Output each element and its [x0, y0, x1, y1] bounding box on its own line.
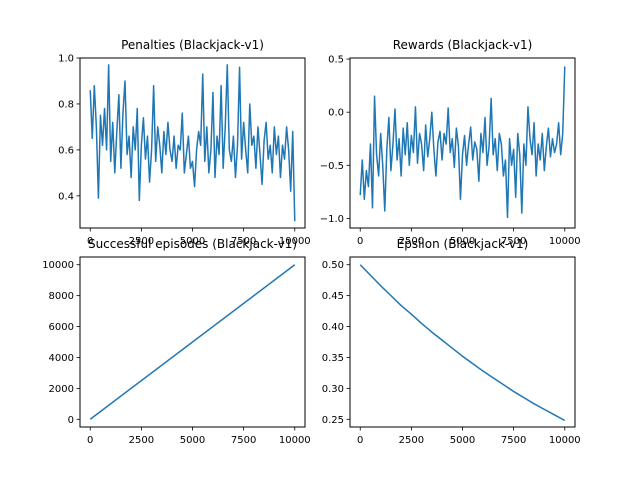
y-tick-label: 0.6 [58, 145, 74, 156]
y-tick-label: 0.0 [328, 108, 344, 119]
x-tick-label: 10000 [279, 236, 311, 247]
title-successful-episodes: Successful episodes (Blackjack-v1) [88, 237, 297, 251]
x-tick-label: 5000 [450, 435, 475, 446]
x-tick-label: 0 [87, 236, 93, 247]
y-tick-label: 4000 [49, 353, 74, 364]
x-tick-label: 2500 [129, 435, 154, 446]
ticks-penalties: 0 2500 5000 7500 10000 0.4 0.6 0.8 1.0 [58, 54, 311, 248]
x-tick-label: 7500 [501, 236, 526, 247]
series-epsilon [359, 264, 566, 422]
series-rewards [359, 66, 566, 219]
x-tick-label: 7500 [501, 435, 526, 446]
x-tick-label: 5000 [180, 435, 205, 446]
x-tick-label: 0 [357, 236, 363, 247]
title-penalties: Penalties (Blackjack-v1) [121, 38, 264, 52]
x-tick-label: 2500 [129, 236, 154, 247]
y-tick-label: 0.45 [322, 291, 344, 302]
title-rewards: Rewards (Blackjack-v1) [393, 38, 533, 52]
y-tick-label: −0.5 [320, 161, 344, 172]
x-tick-label: 10000 [279, 435, 311, 446]
y-tick-label: 0.4 [58, 191, 74, 202]
title-epsilon: Epsilon (Blackjack-v1) [397, 237, 529, 251]
x-tick-label: 2500 [399, 236, 424, 247]
x-tick-label: 10000 [549, 236, 581, 247]
y-tick-label: 0.50 [322, 260, 344, 271]
y-tick-label: 0.8 [58, 99, 74, 110]
y-tick-label: 0.40 [322, 322, 344, 333]
subplot-epsilon: Epsilon (Blackjack-v1) 0 2500 5000 7500 1000… [322, 237, 581, 446]
subplot-penalties: Penalties (Blackjack-v1) 0 2500 5000 7500 10… [58, 38, 311, 247]
y-tick-label: 8000 [49, 291, 74, 302]
x-tick-label: 7500 [231, 435, 256, 446]
y-tick-label: 0.35 [322, 353, 344, 364]
ticks-rewards: 0 2500 5000 7500 10000 −1.0 −0.5 0.0 0.5 [320, 55, 581, 247]
x-tick-label: 7500 [231, 236, 256, 247]
subplot-successful-episodes: Successful episodes (Blackjack-v1) 0 2500… [42, 237, 310, 446]
x-tick-label: 2500 [399, 435, 424, 446]
series-penalties [89, 64, 296, 222]
subplot-rewards: Rewards (Blackjack-v1) 0 2500 5000 7500 1000… [320, 38, 581, 247]
series-line [359, 66, 566, 219]
series-line [89, 264, 296, 420]
x-tick-label: 0 [87, 435, 93, 446]
y-tick-label: 2000 [49, 384, 74, 395]
x-tick-label: 10000 [549, 435, 581, 446]
y-tick-label: 0.5 [328, 55, 344, 66]
series-line [359, 264, 566, 422]
x-tick-label: 5000 [450, 236, 475, 247]
y-tick-label: 0 [68, 415, 74, 426]
y-tick-label: 0.30 [322, 384, 344, 395]
ticks-successful-episodes: 0 2500 5000 7500 10000 0 2000 4000 6000 8000 10000 [42, 260, 310, 446]
y-tick-label: 10000 [42, 260, 74, 271]
x-tick-label: 5000 [180, 236, 205, 247]
ticks-epsilon: 0 2500 5000 7500 10000 0.25 0.30 0.35 0.40 0.45 0.… [322, 260, 581, 446]
y-tick-label: 6000 [49, 322, 74, 333]
y-tick-label: −1.0 [320, 214, 344, 225]
x-tick-label: 0 [357, 435, 363, 446]
series-successful-episodes [89, 264, 296, 420]
y-tick-label: 1.0 [58, 54, 74, 65]
y-tick-label: 0.25 [322, 415, 344, 426]
series-line [89, 64, 296, 222]
